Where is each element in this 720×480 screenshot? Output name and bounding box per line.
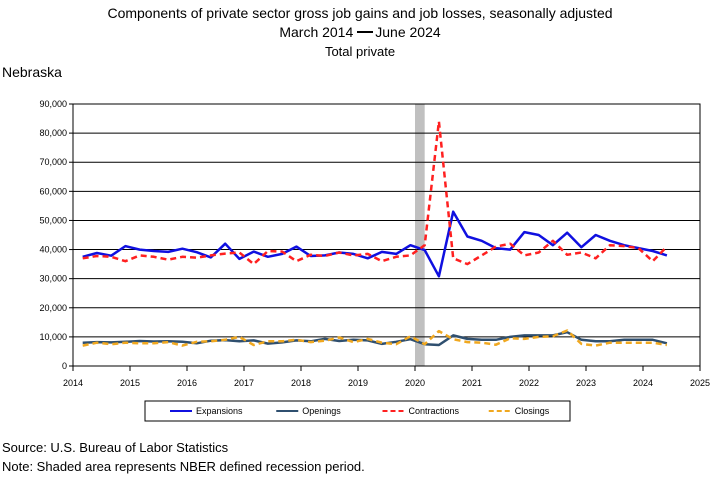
legend-layer: Expansions Openings Contractions Closings [144,400,571,422]
x-tick-label: 2015 [120,378,140,388]
y-tick-label: 0 [62,361,67,371]
series-line-openings [82,330,668,347]
y-tick-label: 80,000 [39,128,67,138]
y-tick-label: 30,000 [39,274,67,284]
recession-shade [415,104,425,366]
legend-label-expansions: Expansions [196,406,243,416]
chart-svg: 0 10,000 20,000 30,000 40,000 50,000 60,000 70,… [39,99,710,422]
x-tick-label: 2014 [63,378,83,388]
x-tick-label: 2018 [291,378,311,388]
x-tick-label: 2022 [519,378,539,388]
y-tick-label: 70,000 [39,157,67,167]
legend-label-openings: Openings [302,406,341,416]
date-end: June 2024 [375,24,441,40]
legend-box [144,400,571,422]
series-line-contractions [82,120,668,266]
y-tick-label: 40,000 [39,245,67,255]
series-line-expansions [82,210,668,278]
state-label: Nebraska [2,64,62,80]
plot-frame [72,103,701,367]
series-layer [82,120,668,347]
recession-note: Note: Shaded area represents NBER define… [2,459,365,474]
y-tick-label: 60,000 [39,186,67,196]
axes-layer: 0 10,000 20,000 30,000 40,000 50,000 60,000 70,… [39,99,710,388]
x-tick-label: 2025 [690,378,710,388]
y-tick-label: 50,000 [39,215,67,225]
legend-label-contractions: Contractions [409,406,460,416]
y-tick-label: 20,000 [39,303,67,313]
date-start: March 2014 [279,24,354,40]
x-tick-label: 2016 [177,378,197,388]
recession-shading-layer [415,104,425,366]
chart-subtitle-industry: Total private [324,44,396,59]
source-note: Source: U.S. Bureau of Labor Statistics [2,440,229,455]
x-tick-label: 2017 [234,378,254,388]
x-tick-label: 2023 [576,378,596,388]
gridlines-layer [73,103,700,367]
dash-icon [357,30,374,33]
chart-title: Components of private sector gross job g… [107,5,613,21]
y-tick-label: 10,000 [39,332,67,342]
x-tick-label: 2024 [633,378,653,388]
x-tick-label: 2020 [405,378,425,388]
x-tick-label: 2019 [348,378,368,388]
x-tick-label: 2021 [462,378,482,388]
legend-label-closings: Closings [515,406,550,416]
y-tick-label: 90,000 [39,99,67,109]
chart-subtitle-dates: March 2014 June 2024 [0,23,720,41]
